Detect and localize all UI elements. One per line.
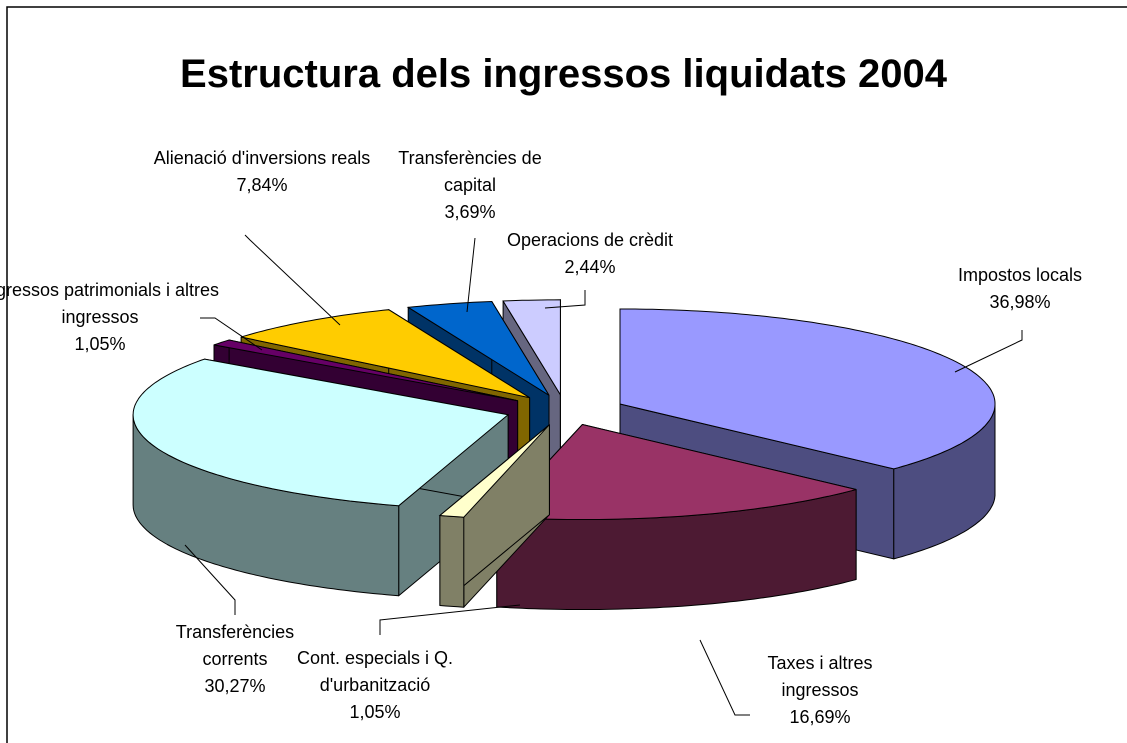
slice — [132, 358, 510, 507]
data-label: Alienació d'inversions reals 7,84% — [137, 145, 387, 199]
data-label: Operacions de crèdit 2,44% — [480, 227, 700, 281]
category-label: Impostos locals — [957, 265, 1083, 285]
leader-line — [954, 330, 1023, 373]
frame — [6, 6, 1127, 743]
value-label: 1,05% — [349, 702, 401, 722]
data-label: Transferències de capital 3,69% — [370, 145, 570, 226]
category-label: Ingressos patrimonials i altres ingresso… — [0, 280, 220, 327]
leader-line — [200, 317, 263, 351]
data-label: Ingressos patrimonials i altres ingresso… — [0, 277, 220, 358]
category-label: Cont. especials i Q. d'urbanització — [296, 648, 454, 695]
slice — [495, 423, 857, 520]
slice — [502, 299, 561, 397]
data-label: Transferències corrents 30,27% — [160, 619, 310, 700]
value-label: 7,84% — [236, 175, 288, 195]
category-label: Taxes i altres ingressos — [767, 653, 873, 700]
slice — [213, 339, 518, 402]
category-label: Transferències de capital — [398, 148, 542, 195]
slice — [438, 424, 550, 518]
value-label: 2,44% — [564, 257, 616, 277]
category-label: Operacions de crèdit — [506, 230, 674, 250]
value-label: 30,27% — [204, 676, 266, 696]
data-label: Impostos locals 36,98% — [920, 262, 1120, 316]
category-label: Alienació d'inversions reals — [153, 148, 371, 168]
slice — [406, 300, 550, 396]
leader-line — [699, 639, 750, 716]
data-label: Taxes i altres ingressos 16,69% — [745, 650, 895, 731]
leader-line — [379, 604, 521, 635]
data-label: Cont. especials i Q. d'urbanització 1,05% — [275, 645, 475, 726]
value-label: 36,98% — [989, 292, 1051, 312]
leader-line — [184, 544, 236, 615]
slice — [619, 308, 996, 470]
leader-line — [544, 290, 586, 309]
slice — [240, 309, 530, 399]
category-label: Transferències corrents — [175, 622, 295, 669]
value-label: 1,05% — [74, 334, 126, 354]
value-label: 16,69% — [789, 707, 851, 727]
leader-line — [244, 234, 341, 326]
leader-line — [466, 237, 476, 313]
value-label: 3,69% — [444, 202, 496, 222]
chart-title: Estructura dels ingressos liquidats 2004 — [180, 52, 947, 96]
slice-side — [439, 515, 465, 608]
